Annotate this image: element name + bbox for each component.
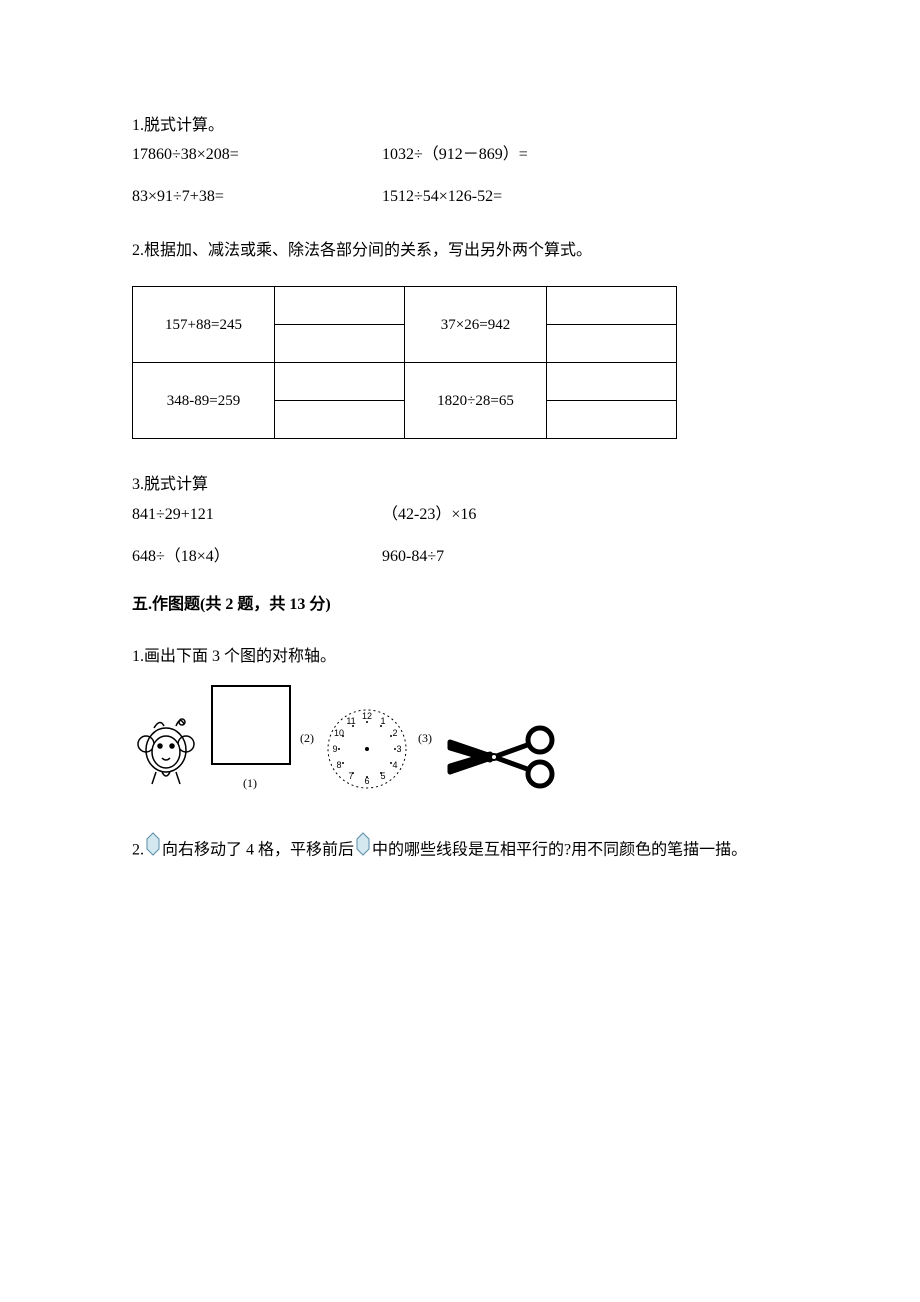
blank-cell <box>275 287 405 325</box>
question-5-1: 1.画出下面 3 个图的对称轴。 <box>132 639 788 792</box>
fig-label-1: (1) <box>210 774 290 792</box>
svg-text:1: 1 <box>380 716 385 726</box>
q2-cell-11: 1820÷28=65 <box>405 363 547 439</box>
blank-cell <box>275 363 405 401</box>
svg-text:12: 12 <box>362 711 372 721</box>
blank-cell <box>275 401 405 439</box>
q2-cell-10: 348-89=259 <box>133 363 275 439</box>
hexagon-icon <box>146 832 160 869</box>
blank-cell <box>547 401 677 439</box>
svg-text:11: 11 <box>346 716 355 726</box>
q3-expr-0b: （42-23）×16 <box>382 503 788 527</box>
q3-row-1: 648÷（18×4） 960-84÷7 <box>132 545 788 569</box>
section-5-title: 五.作图题(共 2 题，共 13 分) <box>132 593 788 617</box>
svg-text:4: 4 <box>392 760 397 770</box>
q1-row-1: 83×91÷7+38= 1512÷54×126-52= <box>132 185 788 209</box>
blank-cell <box>547 325 677 363</box>
q1-expr-0a: 17860÷38×208= <box>132 143 382 167</box>
q5-2-part-0: 2. <box>132 841 144 858</box>
q2-table: 157+88=245 37×26=942 348-89=259 1820÷28=… <box>132 286 677 439</box>
q3-expr-1a: 648÷（18×4） <box>132 545 382 569</box>
svg-text:9: 9 <box>332 744 337 754</box>
q2-cell-00: 157+88=245 <box>133 287 275 363</box>
monkey-icon <box>132 710 202 792</box>
q1-row-0: 17860÷38×208= 1032÷（912－869）= <box>132 143 788 167</box>
figures-row: (1) (2) 12 1 2 3 4 5 6 7 8 9 10 11 <box>132 684 788 792</box>
q2-title: 2.根据加、减法或乘、除法各部分间的关系，写出另外两个算式。 <box>132 233 788 268</box>
square-shape <box>210 684 292 766</box>
svg-text:2: 2 <box>392 728 397 738</box>
fig-label-2: (2) <box>300 729 314 747</box>
q5-1-title: 1.画出下面 3 个图的对称轴。 <box>132 639 788 674</box>
clock-shape: 12 1 2 3 4 5 6 7 8 9 10 11 <box>324 706 410 792</box>
q1-expr-1b: 1512÷54×126-52= <box>382 185 788 209</box>
q5-2-part-2: 中的哪些线段是互相平行的?用不同颜色的笔描一描。 <box>372 841 747 858</box>
table-row: 348-89=259 1820÷28=65 <box>133 363 677 401</box>
q3-title: 3.脱式计算 <box>132 467 788 502</box>
blank-cell <box>547 287 677 325</box>
q3-row-0: 841÷29+121 （42-23）×16 <box>132 503 788 527</box>
question-2: 2.根据加、减法或乘、除法各部分间的关系，写出另外两个算式。 157+88=24… <box>132 233 788 439</box>
q1-expr-0b: 1032÷（912－869）= <box>382 143 788 167</box>
table-row: 157+88=245 37×26=942 <box>133 287 677 325</box>
q5-2-text: 2. 向右移动了 4 格，平移前后 中的哪些线段是互相平行的?用不同颜色的笔描一描。 <box>132 832 788 869</box>
q3-expr-1b: 960-84÷7 <box>382 545 788 569</box>
q2-cell-01: 37×26=942 <box>405 287 547 363</box>
blank-cell <box>275 325 405 363</box>
blank-cell <box>547 363 677 401</box>
q3-expr-0a: 841÷29+121 <box>132 503 382 527</box>
question-5-2: 2. 向右移动了 4 格，平移前后 中的哪些线段是互相平行的?用不同颜色的笔描一描。 <box>132 832 788 869</box>
svg-text:3: 3 <box>396 744 401 754</box>
scissors-shape <box>442 722 562 792</box>
question-3: 3.脱式计算 841÷29+121 （42-23）×16 648÷（18×4） … <box>132 467 788 568</box>
q1-title: 1.脱式计算。 <box>132 108 788 143</box>
hexagon-icon <box>356 832 370 869</box>
fig-label-3: (3) <box>418 729 432 747</box>
q1-expr-1a: 83×91÷7+38= <box>132 185 382 209</box>
figure-1-wrapper: (1) <box>210 684 292 792</box>
question-1: 1.脱式计算。 17860÷38×208= 1032÷（912－869）= 83… <box>132 108 788 209</box>
svg-text:8: 8 <box>336 760 341 770</box>
q5-2-part-1: 向右移动了 4 格，平移前后 <box>162 841 354 858</box>
